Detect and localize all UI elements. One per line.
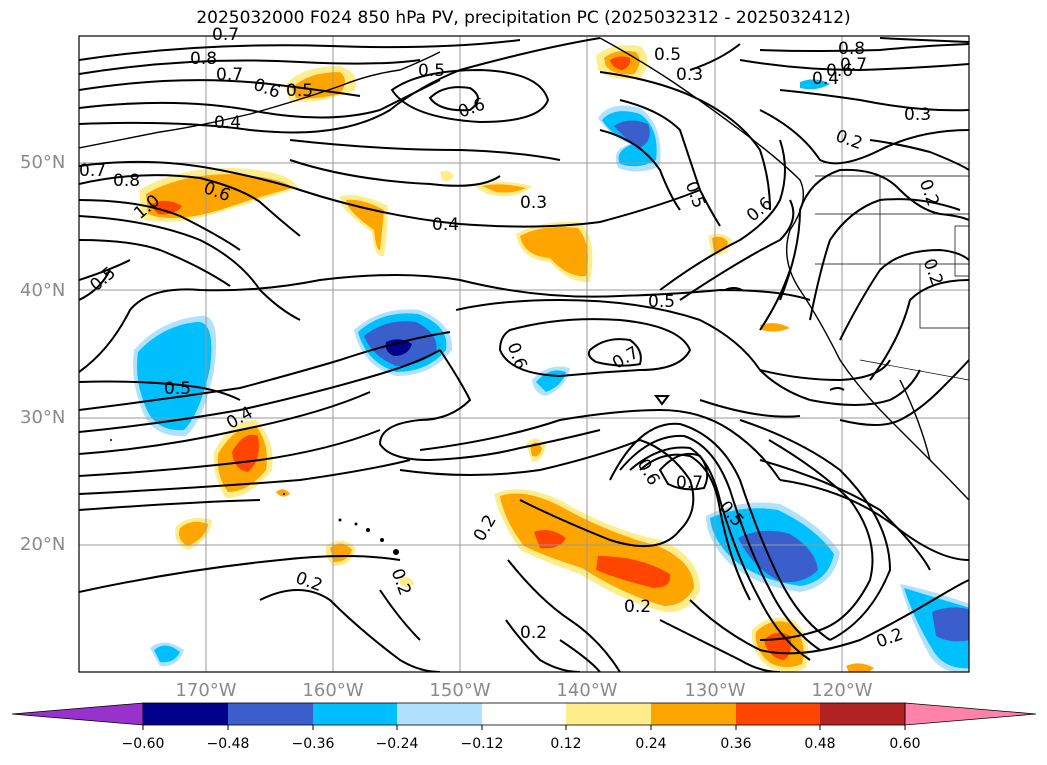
map-title: 2025032000 F024 850 hPa PV, precipitatio… [196,8,851,28]
contour-label: 0.7 [840,55,867,75]
pv-contours [79,37,969,672]
colorbar-tick-label: 0.24 [635,736,667,752]
colorbar-tick-label: −0.36 [291,736,335,752]
lat-label: 50°N [20,152,66,173]
contour-label: 0.2 [874,624,906,652]
contour-label: 0.6 [826,61,853,81]
contour-label: 0.3 [520,193,547,213]
colorbar-bin [820,703,905,725]
lat-label: 40°N [20,280,66,301]
colorbar-bin [566,703,651,725]
contour-label: 0.4 [812,69,839,89]
colorbar-bin [228,703,313,725]
contour-label: 0.8 [190,49,217,69]
hawaii-islands [110,439,399,555]
map-frame [78,35,970,673]
colorbar-tick-label: −0.60 [121,736,165,752]
contour-label: 0.2 [470,511,501,544]
contour-label: 0.7 [212,25,239,45]
colorbar-bin [397,703,482,725]
colorbar-extend-high [904,702,1037,726]
lon-label: 150°W [429,680,491,701]
contour-label: 0.3 [676,65,703,85]
contour-label: 0.5 [286,81,313,101]
colorbar-tick-label: 0.48 [804,736,836,752]
contour-label: 0.2 [520,623,547,643]
contour-label: 0.6 [251,75,283,103]
contour-label: 0.7 [676,473,703,493]
graticule [79,36,969,672]
contour-label: 0.2 [293,568,325,596]
colorbar-tick-label: 0.12 [550,736,582,752]
colorbar [11,702,1037,730]
colorbar-bin [143,703,228,725]
lon-label: 120°W [811,680,873,701]
contour-label: 0.2 [387,566,415,598]
colorbar-bin [651,703,736,725]
lat-label: 20°N [20,534,66,555]
contour-label: 0.7 [216,65,243,85]
contour-label: 0.7 [79,161,106,181]
contour-label: 0.8 [113,171,140,191]
contour-label: 0.6 [743,193,777,226]
colorbar-bin [313,703,397,725]
contour-label: 0.8 [838,39,865,59]
contour-label: 0.6 [503,340,531,372]
contour-label: 0.3 [904,105,931,125]
colorbar-tick-label: 0.36 [720,736,752,752]
colorbar-extend-low [11,702,144,726]
lon-label: 160°W [302,680,364,701]
contour-label: 0.6 [633,456,664,489]
contour-label: 0.5 [654,45,681,65]
coastlines [79,37,969,501]
lon-label: 170°W [175,680,237,701]
contour-label: 0.5 [164,379,191,399]
colorbar-tick-label: 0.60 [889,736,921,752]
contour-label: 0.5 [418,61,445,81]
contour-label: 0.4 [432,215,459,235]
colorbar-bin [736,703,820,725]
lon-label: 140°W [556,680,618,701]
contour-label: 0.2 [624,597,651,617]
lat-label: 30°N [20,407,66,428]
colorbar-bin [482,703,566,725]
lon-label: 130°W [684,680,746,701]
contour-label: 0.2 [833,126,865,154]
colorbar-tick-label: −0.48 [206,736,250,752]
colorbar-tick-label: −0.24 [375,736,419,752]
contour-label: 0.5 [648,292,675,312]
contour-label: 0.4 [214,113,241,133]
colorbar-tick-label: −0.12 [460,736,504,752]
precip-shading [133,45,969,672]
contour-label: 0.5 [681,179,709,211]
